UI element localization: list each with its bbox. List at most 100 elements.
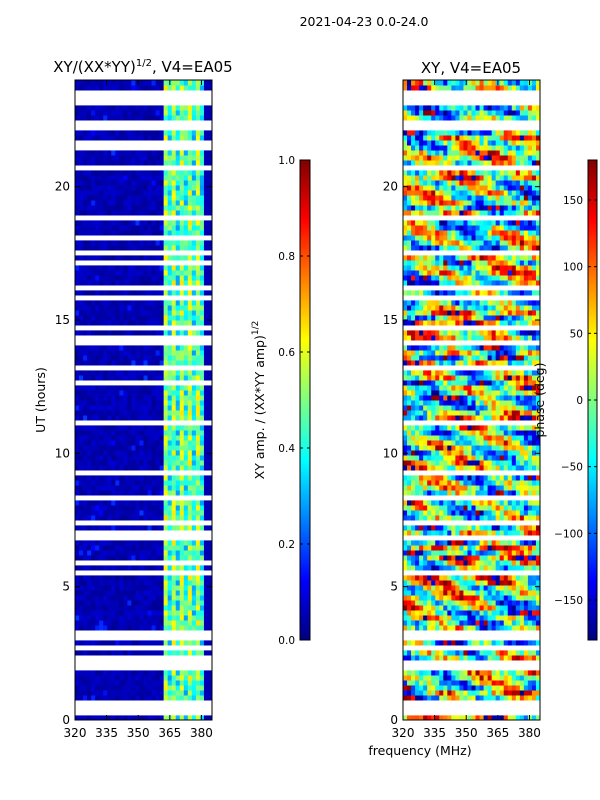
heatmap-cell: [87, 110, 92, 116]
heatmap-cell: [115, 130, 120, 136]
heatmap-cell: [143, 640, 149, 646]
heatmap-cell: [135, 415, 140, 421]
heatmap-cell: [207, 220, 213, 226]
heatmap-cell: [431, 600, 436, 606]
heatmap-cell: [83, 280, 88, 286]
heatmap-cell: [459, 715, 464, 721]
heatmap-cell: [171, 375, 177, 381]
heatmap-cell: [419, 615, 424, 621]
heatmap-cell: [143, 405, 149, 411]
heatmap-cell: [175, 595, 181, 601]
heatmap-cell: [183, 510, 189, 516]
heatmap-cell: [123, 600, 128, 606]
heatmap-cell: [207, 580, 213, 586]
heatmap-cell: [411, 510, 416, 516]
heatmap-cell: [483, 425, 489, 431]
heatmap-cell: [451, 415, 456, 421]
heatmap-cell: [171, 190, 177, 196]
heatmap-cell: [511, 675, 517, 681]
heatmap-cell: [183, 675, 189, 681]
heatmap-cell: [155, 545, 161, 551]
heatmap-cell: [415, 715, 420, 721]
heatmap-cell: [83, 350, 88, 356]
heatmap-cell: [191, 620, 197, 626]
heatmap-cell: [491, 600, 497, 606]
heatmap-cell: [515, 455, 521, 461]
heatmap-cell: [503, 590, 509, 596]
heatmap-cell: [499, 670, 505, 676]
heatmap-cell: [495, 530, 501, 536]
heatmap-cell: [443, 580, 448, 586]
heatmap-cell: [171, 195, 177, 201]
heatmap-cell: [195, 290, 201, 296]
heatmap-cell: [79, 405, 84, 411]
gap-row: [403, 635, 540, 641]
heatmap-cell: [467, 425, 472, 431]
heatmap-cell: [127, 440, 132, 446]
heatmap-cell: [519, 500, 525, 506]
heatmap-cell: [503, 690, 509, 696]
heatmap-cell: [463, 515, 468, 521]
heatmap-cell: [103, 80, 108, 86]
heatmap-cell: [131, 590, 136, 596]
heatmap-cell: [127, 195, 132, 201]
heatmap-cell: [519, 640, 525, 646]
heatmap-cell: [455, 580, 460, 586]
heatmap-cell: [75, 190, 80, 196]
heatmap-cell: [463, 390, 468, 396]
heatmap-cell: [159, 550, 165, 556]
heatmap-cell: [447, 500, 452, 506]
heatmap-cell: [139, 175, 144, 181]
heatmap-cell: [431, 550, 436, 556]
heatmap-cell: [75, 525, 80, 531]
heatmap-cell: [467, 620, 472, 626]
heatmap-cell: [527, 530, 533, 536]
heatmap-cell: [151, 425, 157, 431]
heatmap-cell: [183, 190, 189, 196]
heatmap-cell: [195, 525, 201, 531]
heatmap-cell: [95, 430, 100, 436]
heatmap-cell: [207, 685, 213, 691]
heatmap-cell: [79, 130, 84, 136]
heatmap-cell: [107, 320, 112, 326]
heatmap-cell: [115, 615, 120, 621]
heatmap-cell: [119, 440, 124, 446]
heatmap-cell: [415, 465, 420, 471]
heatmap-cell: [119, 320, 124, 326]
heatmap-cell: [95, 395, 100, 401]
heatmap-cell: [463, 625, 468, 631]
heatmap-cell: [159, 375, 165, 381]
heatmap-cell: [187, 410, 193, 416]
amp-colorbar-ticks: 0.00.20.40.60.81.0: [278, 155, 310, 647]
heatmap-cell: [447, 690, 452, 696]
heatmap-cell: [167, 355, 173, 361]
heatmap-cell: [439, 435, 444, 441]
heatmap-cell: [107, 240, 112, 246]
heatmap-cell: [403, 715, 408, 721]
heatmap-cell: [83, 290, 88, 296]
heatmap-cell: [415, 485, 420, 491]
heatmap-cell: [423, 490, 428, 496]
heatmap-cell: [407, 605, 412, 611]
heatmap-cell: [183, 160, 189, 166]
heatmap-cell: [79, 150, 84, 156]
heatmap-cell: [479, 585, 485, 591]
heatmap-cell: [175, 330, 181, 336]
heatmap-cell: [75, 345, 80, 351]
heatmap-cell: [179, 225, 185, 231]
heatmap-cell: [171, 155, 177, 161]
heatmap-cell: [175, 480, 181, 486]
heatmap-cell: [139, 385, 144, 391]
heatmap-cell: [107, 455, 112, 461]
heatmap-cell: [439, 585, 444, 591]
heatmap-cell: [131, 135, 136, 141]
heatmap-cell: [147, 265, 153, 271]
heatmap-cell: [207, 395, 213, 401]
heatmap-cell: [455, 650, 460, 656]
heatmap-cell: [151, 455, 157, 461]
heatmap-cell: [123, 210, 128, 216]
heatmap-cell: [107, 300, 112, 306]
heatmap-cell: [139, 105, 144, 111]
heatmap-cell: [91, 310, 96, 316]
heatmap-cell: [183, 115, 189, 121]
